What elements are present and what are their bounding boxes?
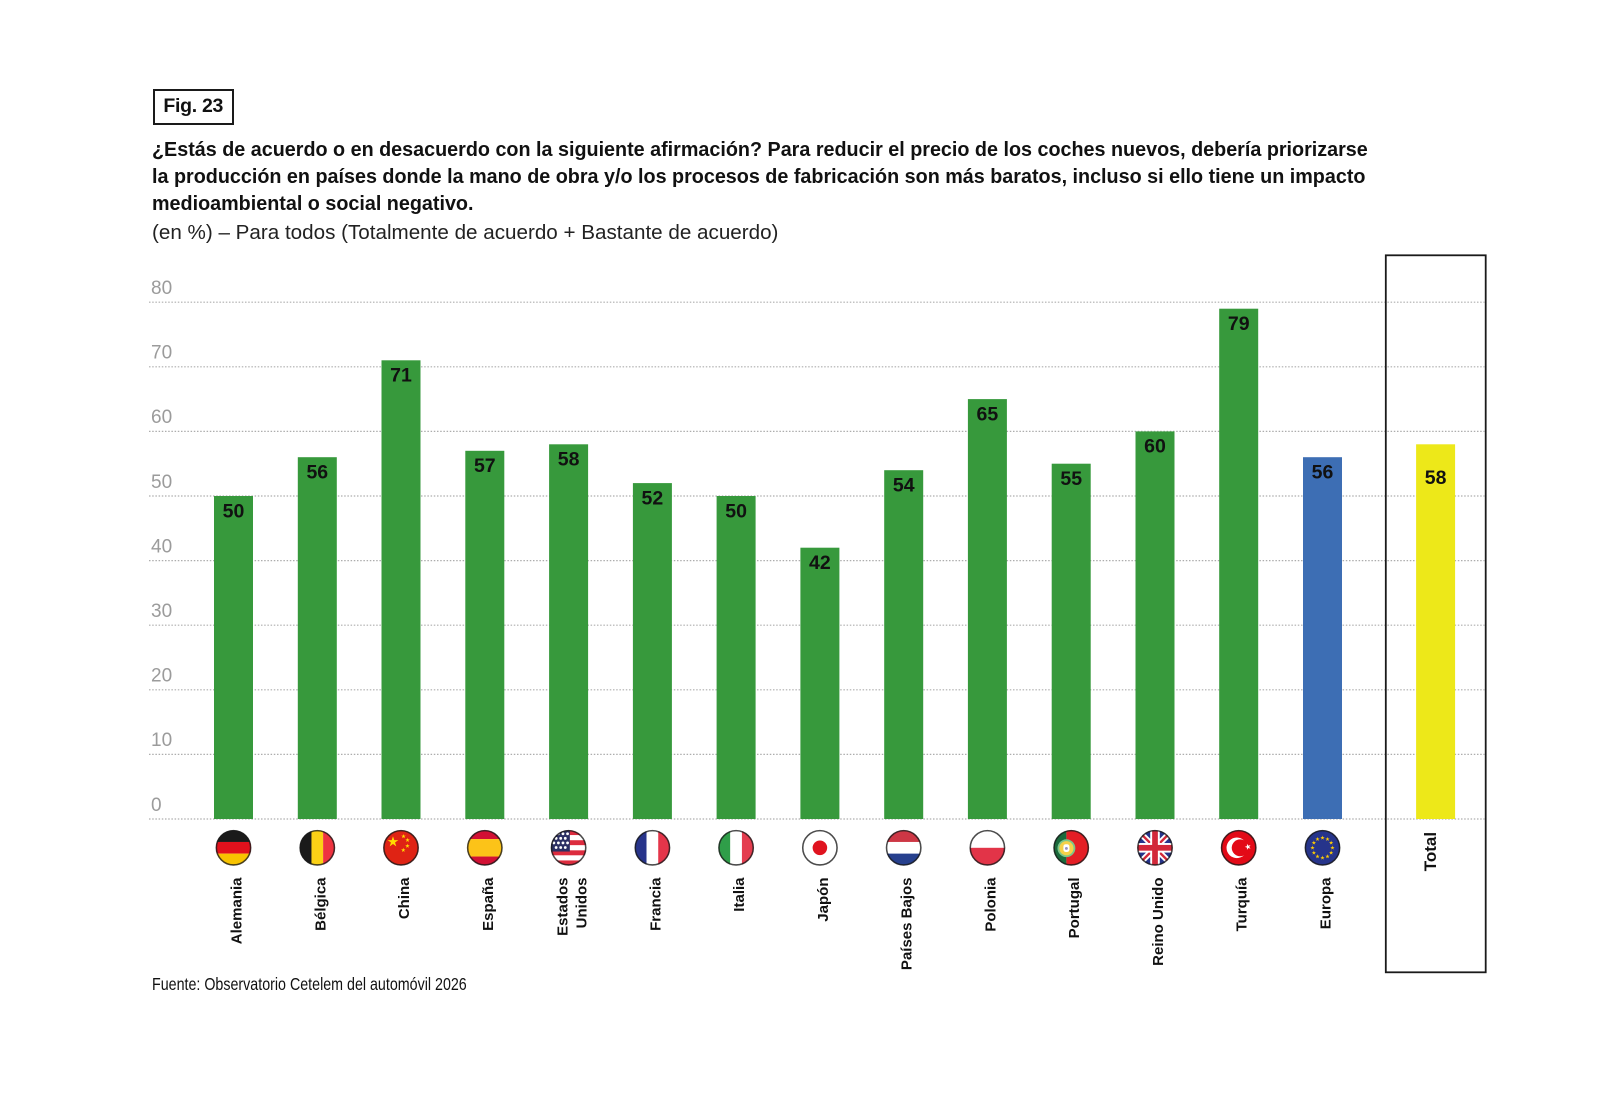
svg-text:China: China [396,877,413,919]
svg-text:Reino Unido: Reino Unido [1150,878,1167,966]
svg-text:Polonia: Polonia [982,877,999,932]
svg-text:Italia: Italia [731,877,748,912]
svg-text:60: 60 [1144,436,1166,458]
svg-text:50: 50 [725,500,747,522]
svg-text:80: 80 [151,278,172,299]
svg-text:Unidos: Unidos [574,878,591,929]
svg-text:79: 79 [1228,313,1250,335]
svg-text:56: 56 [1312,462,1334,484]
svg-text:65: 65 [977,403,999,425]
svg-text:0: 0 [151,795,162,816]
svg-text:40: 40 [151,536,172,557]
svg-text:60: 60 [151,407,172,428]
svg-text:Turquía: Turquía [1234,877,1251,932]
svg-text:50: 50 [151,472,172,493]
svg-text:20: 20 [151,666,172,687]
svg-text:España: España [480,877,497,931]
svg-text:52: 52 [642,487,664,509]
svg-text:71: 71 [390,365,412,387]
svg-text:Estados: Estados [555,878,572,936]
svg-text:Portugal: Portugal [1066,878,1083,939]
svg-text:58: 58 [1425,467,1447,489]
svg-text:30: 30 [151,601,172,622]
svg-text:Alemania: Alemania [229,877,246,944]
svg-text:70: 70 [151,343,172,364]
svg-text:Europa: Europa [1318,877,1335,929]
svg-text:Japón: Japón [815,878,832,922]
svg-text:54: 54 [893,475,915,497]
svg-text:10: 10 [151,730,172,751]
svg-text:56: 56 [306,462,328,484]
svg-text:57: 57 [474,455,496,477]
svg-text:Total: Total [1421,832,1440,871]
svg-text:Francia: Francia [647,877,664,931]
svg-text:Países Bajos: Países Bajos [899,878,916,971]
svg-text:58: 58 [558,449,580,471]
svg-text:Bélgica: Bélgica [312,877,329,931]
svg-text:42: 42 [809,552,831,574]
svg-text:55: 55 [1060,468,1082,490]
svg-text:50: 50 [223,500,245,522]
